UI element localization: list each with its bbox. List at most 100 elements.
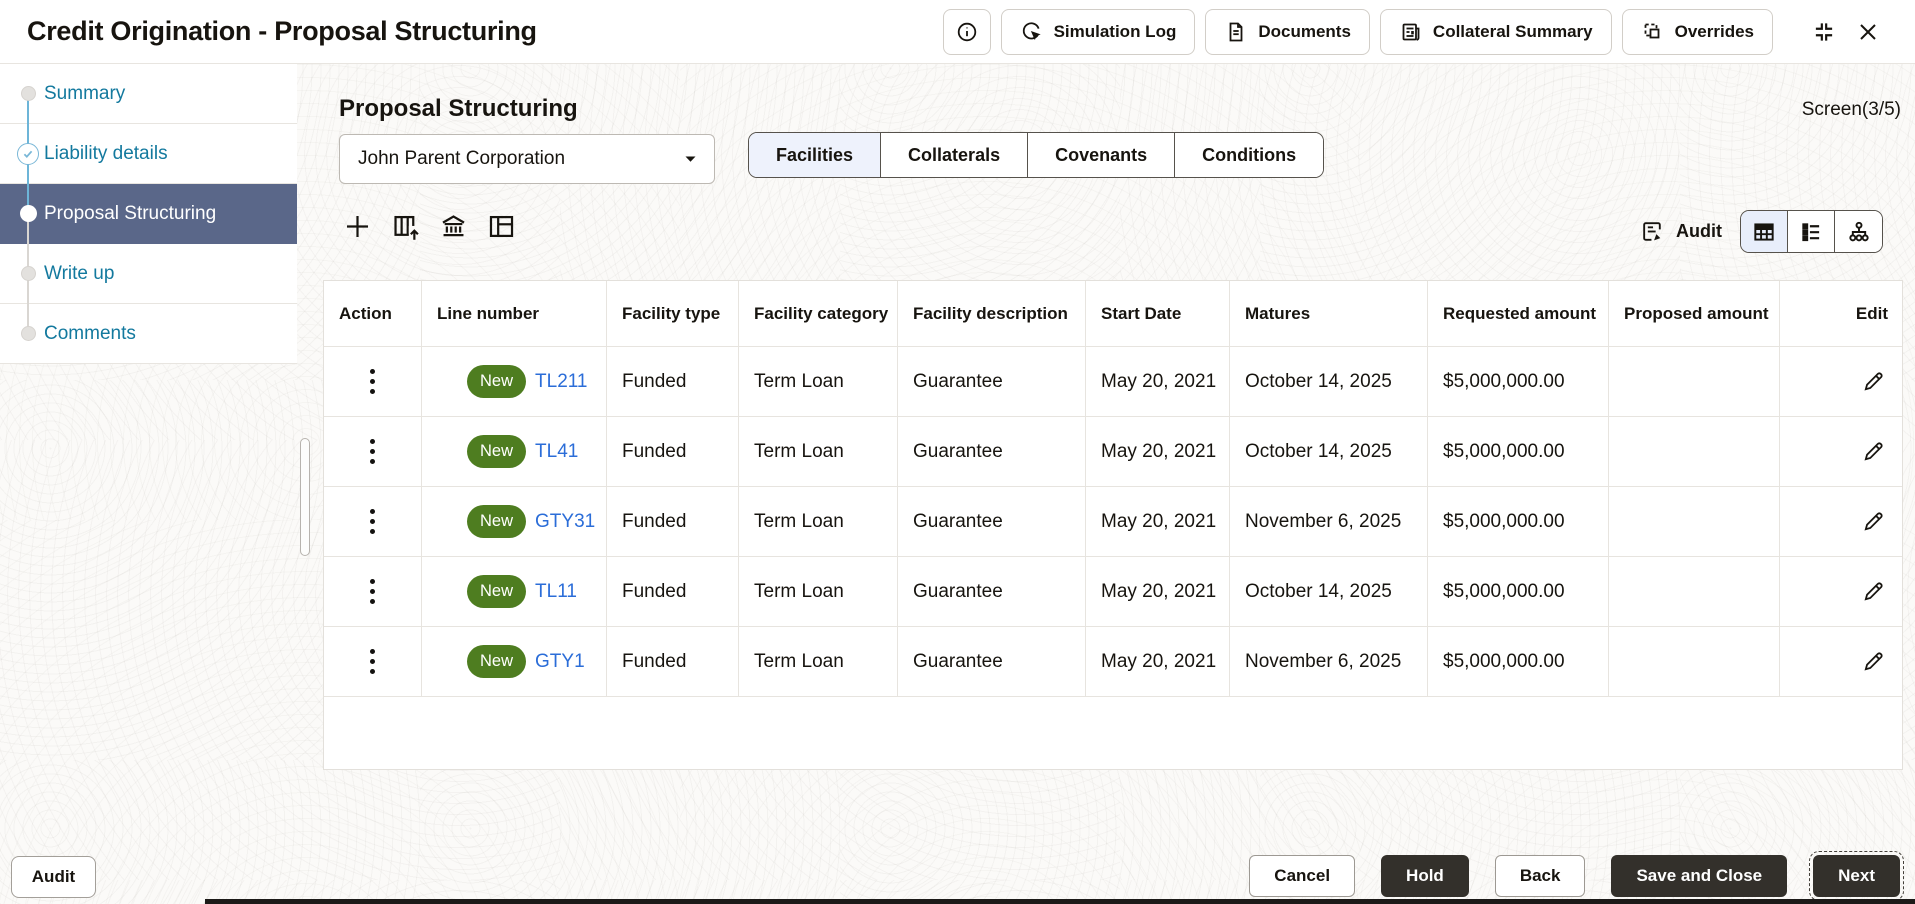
back-button[interactable]: Back: [1494, 855, 1586, 897]
step-bullet-icon: [21, 326, 36, 341]
exit-fullscreen-button[interactable]: [1807, 15, 1841, 49]
collateral-summary-button[interactable]: Collateral Summary: [1379, 8, 1612, 55]
row-actions-kebab-icon[interactable]: [360, 573, 385, 610]
import-facility-button[interactable]: [390, 211, 421, 242]
line-number-link[interactable]: GTY1: [535, 650, 585, 672]
tab-covenants[interactable]: Covenants: [1028, 133, 1176, 177]
documents-button[interactable]: Documents: [1205, 8, 1370, 55]
collateral-summary-icon: [1399, 20, 1423, 44]
sidebar-item-liability-details[interactable]: Liability details: [0, 124, 297, 184]
collateral-summary-label: Collateral Summary: [1432, 21, 1593, 41]
edit-pencil-icon[interactable]: [1859, 577, 1888, 606]
column-header: Line number: [422, 281, 607, 346]
table-row: New TL211 Funded Term Loan Guarantee May 20, …: [324, 347, 1902, 417]
simulation-log-button[interactable]: Simulation Log: [1000, 8, 1196, 55]
documents-label: Documents: [1258, 21, 1351, 41]
tree-view-button[interactable]: [1835, 211, 1882, 252]
status-badge: New: [467, 365, 527, 398]
cell-start-date: May 20, 2021: [1086, 627, 1230, 696]
cell-facility-category: Term Loan: [739, 627, 898, 696]
row-actions-kebab-icon[interactable]: [360, 643, 385, 680]
cell-requested-amount: $5,000,000.00: [1428, 347, 1609, 416]
line-number-link[interactable]: TL211: [535, 370, 588, 392]
audit-label: Audit: [1676, 221, 1722, 241]
cell-proposed-amount: [1609, 347, 1780, 416]
list-view-button[interactable]: [1788, 211, 1835, 252]
close-icon: [1856, 20, 1880, 44]
window-title: Credit Origination - Proposal Structurin…: [27, 16, 537, 46]
row-actions-kebab-icon[interactable]: [360, 503, 385, 540]
column-header: Start Date: [1086, 281, 1230, 346]
exit-fullscreen-icon: [1811, 19, 1837, 45]
cell-start-date: May 20, 2021: [1086, 347, 1230, 416]
line-number-link[interactable]: TL11: [535, 580, 577, 602]
line-number-link[interactable]: GTY31: [535, 510, 596, 532]
structuring-tabs: Facilities Collaterals Covenants Conditi…: [748, 132, 1325, 178]
close-button[interactable]: [1851, 15, 1885, 49]
window-titlebar: Credit Origination - Proposal Structurin…: [0, 0, 1915, 64]
sidebar-item-label: Comments: [44, 322, 136, 344]
sidebar-item-summary[interactable]: Summary: [0, 64, 297, 124]
sidebar-item-label: Summary: [44, 82, 126, 104]
facilities-table: Action Line number Facility type Facility c…: [323, 280, 1903, 770]
list-view-icon: [1798, 219, 1824, 245]
column-header: Matures: [1230, 281, 1428, 346]
cell-proposed-amount: [1609, 487, 1780, 556]
sidebar-item-write-up[interactable]: Write up: [0, 244, 297, 304]
line-number-link[interactable]: TL41: [535, 440, 579, 462]
step-bullet-icon: [20, 205, 37, 222]
save-and-close-button[interactable]: Save and Close: [1611, 855, 1788, 897]
cell-facility-description: Guarantee: [898, 487, 1086, 556]
tab-facilities[interactable]: Facilities: [749, 133, 882, 177]
tab-collaterals[interactable]: Collaterals: [881, 133, 1029, 177]
cancel-button[interactable]: Cancel: [1249, 855, 1356, 897]
row-actions-kebab-icon[interactable]: [360, 433, 385, 470]
dropdown-caret-icon: [683, 153, 698, 165]
column-header: Facility description: [898, 281, 1086, 346]
table-actions-row: Audit: [1640, 210, 1883, 253]
overrides-button[interactable]: Overrides: [1621, 8, 1773, 55]
edit-pencil-icon[interactable]: [1859, 507, 1888, 536]
edit-pencil-icon[interactable]: [1859, 647, 1888, 676]
cell-edit: [1780, 627, 1902, 696]
column-header: Facility category: [739, 281, 898, 346]
sidebar-item-proposal-structuring[interactable]: Proposal Structuring: [0, 184, 297, 244]
add-facility-button[interactable]: [342, 211, 373, 242]
simulation-log-icon: [1020, 20, 1044, 44]
sidebar-scrollbar-thumb[interactable]: [300, 438, 310, 556]
add-icon: [342, 211, 373, 242]
check-icon: [17, 142, 39, 165]
step-bullet-icon: [21, 86, 36, 101]
cell-line-number: New GTY1: [422, 627, 607, 696]
audit-button-footer[interactable]: Audit: [11, 856, 96, 898]
cell-action: [324, 417, 422, 486]
edit-pencil-icon[interactable]: [1859, 437, 1888, 466]
cell-facility-description: Guarantee: [898, 627, 1086, 696]
bank-facility-button[interactable]: [438, 211, 469, 242]
cell-proposed-amount: [1609, 557, 1780, 626]
cell-action: [324, 347, 422, 416]
edit-pencil-icon[interactable]: [1859, 367, 1888, 396]
info-button[interactable]: [942, 8, 991, 55]
sidebar-item-comments[interactable]: Comments: [0, 304, 297, 364]
view-toggle-group: [1740, 210, 1883, 253]
status-badge: New: [467, 645, 527, 678]
wizard-steps-sidebar: Summary Liability details Proposal Struc…: [0, 64, 297, 364]
tab-conditions[interactable]: Conditions: [1175, 133, 1324, 177]
hold-button[interactable]: Hold: [1381, 855, 1469, 897]
cell-facility-type: Funded: [607, 347, 739, 416]
cell-facility-category: Term Loan: [739, 417, 898, 486]
row-actions-kebab-icon[interactable]: [360, 363, 385, 400]
cell-facility-category: Term Loan: [739, 347, 898, 416]
table-row: New GTY31 Funded Term Loan Guarantee May 20, …: [324, 487, 1902, 557]
grid-view-icon: [1751, 219, 1777, 245]
layout-view-button[interactable]: [486, 211, 517, 242]
cell-line-number: New TL11: [422, 557, 607, 626]
party-dropdown[interactable]: John Parent Corporation: [339, 134, 715, 184]
cell-edit: [1780, 557, 1902, 626]
grid-view-button[interactable]: [1741, 211, 1788, 252]
next-button[interactable]: Next: [1809, 851, 1904, 901]
audit-button-toolbar[interactable]: Audit: [1640, 219, 1722, 244]
column-header: Facility type: [607, 281, 739, 346]
cell-facility-description: Guarantee: [898, 417, 1086, 486]
